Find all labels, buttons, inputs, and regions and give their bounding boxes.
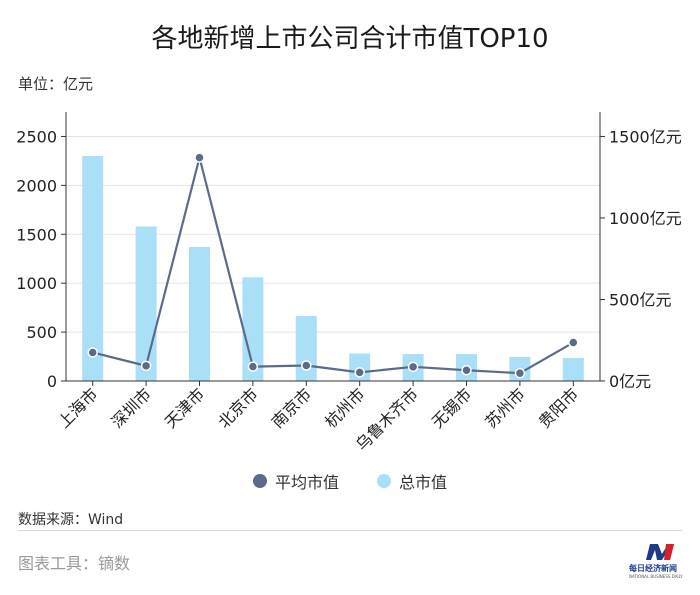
point-avg-8 xyxy=(461,364,472,376)
x-tick-label: 苏州市 xyxy=(481,384,528,431)
point-avg-10 xyxy=(568,337,579,348)
bar-total-10 xyxy=(562,358,584,381)
bar-total-3 xyxy=(189,246,210,381)
chart-title: 各地新增上市公司合计市值TOP10 xyxy=(151,24,549,54)
point-avg-6 xyxy=(354,367,365,378)
x-tick-label: 无锡市 xyxy=(428,384,475,431)
y-left-tick-label: 1000 xyxy=(16,274,57,293)
x-tick-label: 北京市 xyxy=(214,384,261,431)
bar-total-5 xyxy=(295,315,317,381)
x-tick-label: 天津市 xyxy=(161,384,208,431)
y-left-tick-label: 0 xyxy=(47,372,57,391)
legend-marker-total xyxy=(377,474,391,488)
y-right-tick-label: 500亿元 xyxy=(609,290,672,309)
legend-item-avg[interactable]: 平均市值 xyxy=(252,469,339,493)
unit-label: 单位：亿元 xyxy=(18,75,94,93)
bar-total-2 xyxy=(135,226,157,381)
y-left-tick-label: 2000 xyxy=(16,176,57,195)
y-right-tick-label: 0亿元 xyxy=(609,372,651,391)
line-avg-series xyxy=(92,157,574,375)
y-left-tick-label: 500 xyxy=(26,323,57,342)
x-tick-label: 深圳市 xyxy=(108,384,155,431)
legend: 平均市值 总市值 xyxy=(0,469,700,493)
legend-label-avg: 平均市值 xyxy=(274,473,339,492)
data-source: 数据来源：Wind xyxy=(18,512,124,528)
point-avg-2 xyxy=(140,360,152,372)
x-tick-label: 上海市 xyxy=(54,384,101,431)
point-avg-9 xyxy=(514,367,526,379)
x-tick-label: 南京市 xyxy=(268,384,315,431)
bar-total-1 xyxy=(82,156,104,381)
logo-subtitle: NATIONAL BUSINESS DAILY xyxy=(629,574,683,579)
divider xyxy=(18,530,682,531)
y-right-tick-label: 1000亿元 xyxy=(609,209,682,228)
x-tick-label: 杭州市 xyxy=(321,384,368,431)
combo-chart: 0 500 1000 1500 2000 2500 0亿元 500亿元 1000亿元 1500亿元… xyxy=(16,112,682,454)
point-avg-7 xyxy=(407,361,419,373)
point-avg-1 xyxy=(87,347,98,358)
y-right-tick-label: 1500亿元 xyxy=(609,127,682,146)
x-tick-label: 贵阳市 xyxy=(535,384,582,431)
chart-tool-credit: 图表工具：镝数 xyxy=(18,554,131,573)
point-avg-3 xyxy=(194,152,205,163)
nbd-logo xyxy=(646,544,674,560)
bar-total-4 xyxy=(242,277,264,381)
y-left-tick-label: 1500 xyxy=(16,225,57,244)
legend-label-total: 总市值 xyxy=(399,473,448,492)
y-left-tick-label: 2500 xyxy=(16,127,57,146)
logo-name: 每日经济新闻 xyxy=(629,564,677,573)
point-avg-5 xyxy=(301,360,312,371)
point-avg-4 xyxy=(247,361,259,372)
legend-item-total[interactable]: 总市值 xyxy=(377,469,447,493)
legend-marker-avg xyxy=(252,474,267,488)
